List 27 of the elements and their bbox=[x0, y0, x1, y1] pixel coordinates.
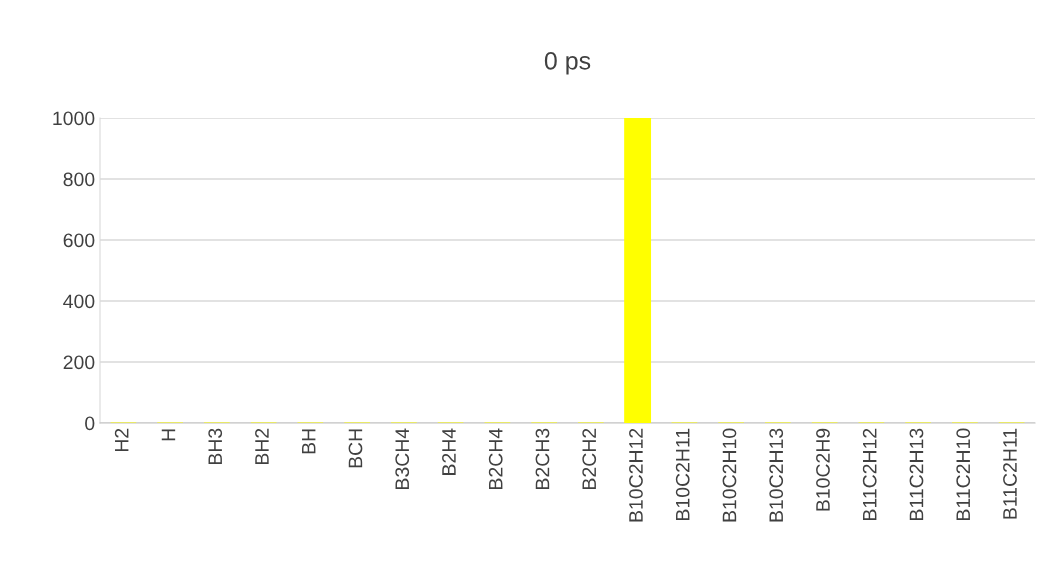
x-tick-label: H2 bbox=[114, 428, 129, 452]
x-tick-label: B3CH4 bbox=[395, 428, 410, 489]
x-tick-label: B10C2H9 bbox=[816, 428, 830, 511]
y-tick-label: 200 bbox=[63, 355, 95, 370]
x-tick-label: H bbox=[161, 429, 176, 441]
x-tick-label: BH bbox=[302, 429, 316, 454]
x-tick-label: B10C2H10 bbox=[722, 428, 737, 522]
x-tick-label: B11C2H11 bbox=[1003, 428, 1017, 519]
chart-title: 0 ps bbox=[544, 51, 591, 75]
y-tick-label: 1000 bbox=[53, 111, 95, 126]
x-tick-label: B2H4 bbox=[442, 428, 456, 475]
y-tick-label: 800 bbox=[63, 172, 95, 187]
y-tick-label: 600 bbox=[63, 233, 95, 248]
x-tick-label: B2CH2 bbox=[582, 428, 597, 489]
y-tick-label: 0 bbox=[85, 416, 95, 431]
x-tick-label: B11C2H10 bbox=[956, 428, 971, 520]
x-tick-label: BH2 bbox=[255, 428, 269, 465]
x-tick-label: BH3 bbox=[208, 428, 223, 465]
x-tick-label: B11C2H13 bbox=[909, 428, 924, 520]
x-tick-label: B10C2H12 bbox=[629, 428, 643, 522]
x-tick-label: B2CH4 bbox=[488, 428, 503, 489]
x-tick-label: B2CH3 bbox=[535, 428, 550, 489]
x-tick-label: BCH bbox=[348, 429, 363, 468]
y-tick-label: 400 bbox=[63, 294, 95, 309]
x-tick-label: B11C2H12 bbox=[862, 428, 877, 520]
x-tick-label: B10C2H11 bbox=[675, 428, 690, 520]
x-tick-label: B10C2H13 bbox=[769, 428, 784, 522]
